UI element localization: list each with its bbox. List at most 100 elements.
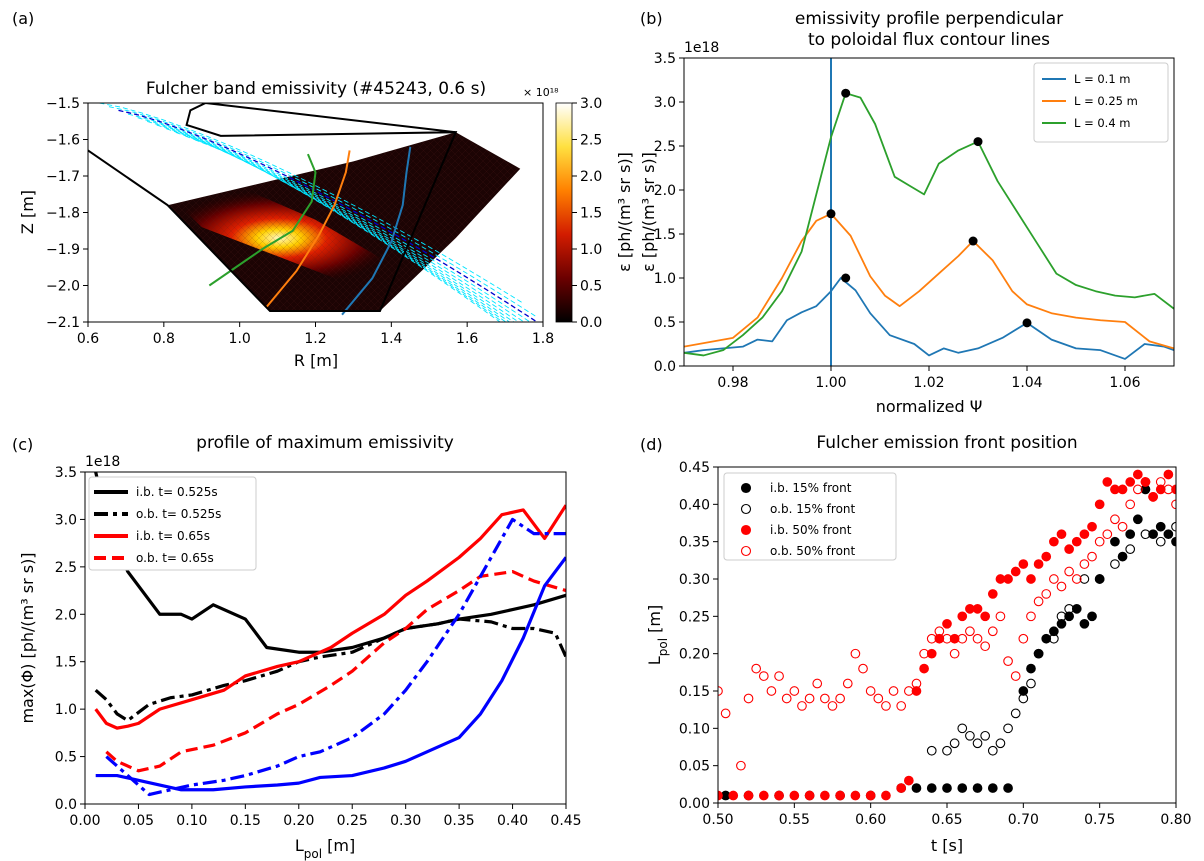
scatter-point <box>1041 551 1052 562</box>
y-tick-label: 0.25 <box>679 609 710 625</box>
y-tick-label: 0.20 <box>679 647 710 663</box>
series-line <box>94 617 566 723</box>
series-line <box>684 277 1174 360</box>
scatter-point <box>1064 611 1074 622</box>
profile-line <box>341 146 412 316</box>
panel-b-scale-label: 1e18 <box>684 40 719 56</box>
scatter-point <box>1049 574 1059 584</box>
scatter-point <box>972 783 983 793</box>
scatter-point <box>1049 633 1059 644</box>
scatter-point <box>1132 469 1143 480</box>
y-tick-label: 0.05 <box>679 759 710 775</box>
scatter-point <box>1010 708 1021 719</box>
scatter-point <box>804 693 815 704</box>
scatter-point <box>980 730 991 741</box>
scatter-point <box>820 693 830 704</box>
scatter-point <box>957 633 968 644</box>
panel-b-peak-markers <box>826 88 1032 328</box>
series-line <box>95 556 566 792</box>
x-tick-label: 0.55 <box>779 812 810 828</box>
y-tick-label: 2.5 <box>654 139 676 155</box>
panel-c-legend: i.b. t= 0.525s o.b. t= 0.525s i.b. t= 0.65… <box>88 476 257 571</box>
flux-contour <box>194 139 501 322</box>
y-tick-label: 2.5 <box>55 560 77 576</box>
legend-entry: o.b. t= 0.65s <box>136 551 214 565</box>
scatter-point <box>1132 514 1143 525</box>
panel-a-y-ticks: −1.5 −1.6 −1.7 −1.8 −1.9 −2.0 −2.1 <box>46 96 88 331</box>
scatter-point <box>850 790 861 801</box>
x-tick-label: 0.15 <box>230 813 261 829</box>
scatter-point <box>942 745 952 756</box>
y-tick-label: 1.0 <box>55 702 77 718</box>
colorbar-scale-label: × 10¹⁸ <box>523 86 559 99</box>
flux-contour <box>137 117 525 322</box>
scatter-point <box>980 641 991 652</box>
scatter-point <box>1094 536 1105 547</box>
scatter-point <box>1003 783 1013 793</box>
scatter-point <box>942 783 952 793</box>
scatter-point <box>774 790 784 801</box>
y-tick-label: 0.35 <box>679 535 710 551</box>
scatter-point <box>1163 484 1174 495</box>
panel-d-x-ticks: 0.50 0.55 0.60 0.65 0.70 0.75 0.80 <box>702 803 1192 828</box>
panel-b: emissivity profile perpendicular to polo… <box>639 9 1175 416</box>
panel-a-x-label: R [m] <box>294 351 338 370</box>
colorbar <box>555 102 573 323</box>
x-tick-label: 1.04 <box>1011 375 1042 391</box>
colorbar-label: ε [ph/(m³ sr s)] <box>615 152 634 272</box>
scatter-point <box>797 701 807 711</box>
series-line <box>94 472 566 654</box>
scatter-point <box>965 626 975 637</box>
legend-entry: L = 0.25 m <box>1074 94 1138 108</box>
panel-d-title: Fulcher emission front position <box>816 433 1077 453</box>
scatter-point <box>949 738 960 749</box>
scatter-point <box>1117 521 1128 532</box>
scatter-point <box>766 686 777 696</box>
scatter-point <box>865 686 876 696</box>
scatter-point <box>987 783 998 793</box>
y-tick-label: 0.5 <box>654 315 676 331</box>
scatter-point <box>934 626 945 637</box>
y-tick-label: −2.1 <box>46 315 80 331</box>
panel-d-series <box>718 469 1176 801</box>
peak-marker <box>1022 318 1032 328</box>
scatter-point <box>1110 536 1120 547</box>
scatter-point <box>926 648 937 659</box>
scatter-point <box>980 611 991 622</box>
panel-b-x-ticks: 0.98 1.00 1.02 1.04 1.06 <box>717 366 1141 391</box>
x-tick-label: 1.06 <box>1109 375 1140 391</box>
scatter-point <box>743 693 754 704</box>
y-tick-label: 0.0 <box>654 359 676 375</box>
scatter-point <box>781 693 792 704</box>
scatter-point <box>1117 484 1128 495</box>
legend-entry: o.b. 50% front <box>770 544 856 558</box>
peak-marker <box>973 137 983 147</box>
scatter-point <box>888 686 899 696</box>
scatter-point <box>1049 536 1059 547</box>
x-tick-label: 0.60 <box>855 812 886 828</box>
panel-c-y-ticks: 0.0 0.5 1.0 1.5 2.0 2.5 3.0 3.5 <box>55 465 85 813</box>
x-tick-label: 1.0 <box>229 331 251 347</box>
scatter-point <box>1010 671 1021 681</box>
x-tick-label: 0.75 <box>1084 812 1115 828</box>
legend-marker <box>740 545 752 557</box>
y-tick-label: −1.6 <box>46 133 80 149</box>
peak-marker <box>841 273 851 283</box>
scatter-point <box>1026 611 1036 622</box>
scatter-point <box>987 626 998 637</box>
scatter-point <box>881 701 891 711</box>
x-tick-label: 0.50 <box>702 812 733 828</box>
scatter-point <box>972 738 983 749</box>
panel-a-title: Fulcher band emissivity (#45243, 0.6 s) <box>146 79 486 99</box>
scatter-point <box>858 663 868 674</box>
panel-label-a: (a) <box>12 9 34 28</box>
panel-c-y-label: max(Φ) [ph/(m³ sr s)] <box>18 552 37 723</box>
legend-entry: o.b. t= 0.525s <box>136 507 221 521</box>
scatter-point <box>1003 574 1013 584</box>
panel-b-y-ticks: 0.0 0.5 1.0 1.5 2.0 2.5 3.0 3.5 <box>654 51 684 375</box>
scatter-point <box>1041 589 1052 599</box>
panel-c-x-label: Lpol [m] <box>295 836 355 861</box>
y-tick-label: −1.7 <box>46 169 80 185</box>
y-tick-label: −1.8 <box>46 206 80 222</box>
scatter-point <box>758 671 769 681</box>
